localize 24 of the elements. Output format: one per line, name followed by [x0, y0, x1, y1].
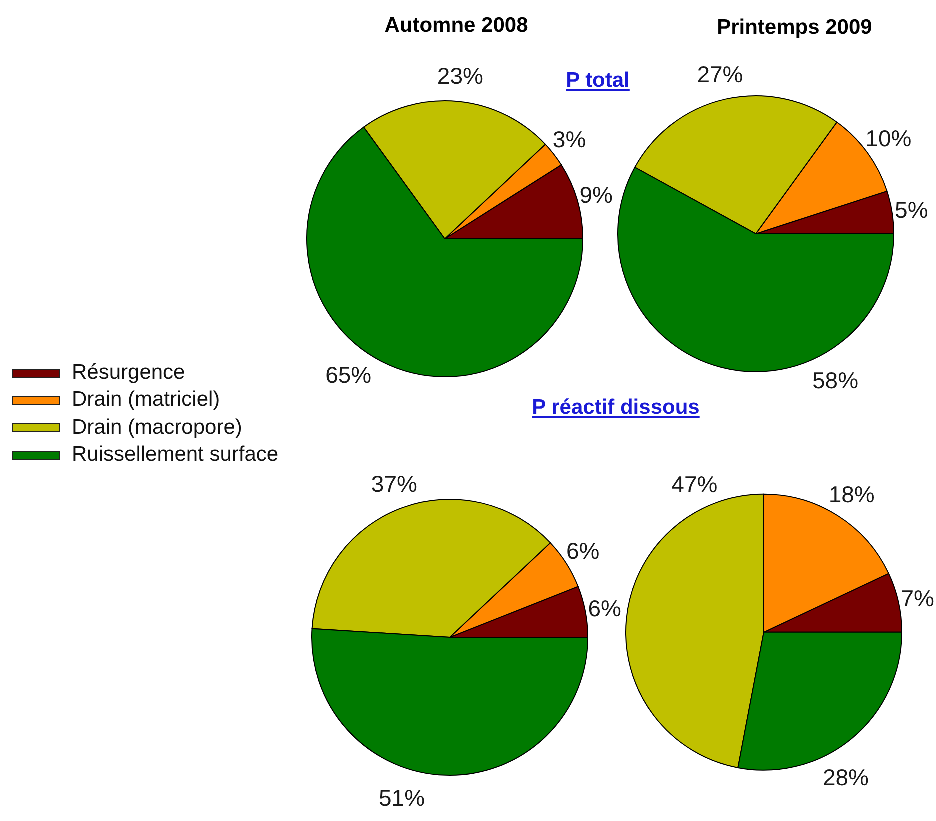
data-label: 6%: [588, 595, 622, 622]
data-label: 6%: [566, 538, 600, 564]
chart-title: Automne 2008: [384, 14, 528, 38]
data-label: 51%: [379, 784, 426, 811]
text: P total: [566, 68, 630, 92]
data-label: 23%: [437, 63, 484, 90]
data-label: 18%: [828, 482, 875, 508]
data-label: 58%: [812, 368, 859, 394]
legend-label: Drain (macropore): [72, 416, 242, 440]
text: P réactif dissous: [532, 396, 700, 420]
data-label: 9%: [580, 182, 613, 208]
legend-label: Drain (matriciel): [72, 388, 220, 412]
data-label: 3%: [552, 126, 586, 153]
data-label: 7%: [901, 585, 934, 612]
data-label: 10%: [866, 126, 912, 152]
legend-label: Résurgence: [72, 361, 186, 386]
data-label: 5%: [895, 197, 928, 224]
legend-label: Ruissellement surface: [72, 443, 279, 468]
data-label: 47%: [672, 471, 718, 498]
data-label: 27%: [697, 61, 744, 88]
data-label: 37%: [371, 470, 418, 497]
chart-title: Printemps 2009: [717, 16, 872, 40]
data-label: 28%: [822, 764, 870, 791]
data-label: 65%: [326, 362, 372, 388]
